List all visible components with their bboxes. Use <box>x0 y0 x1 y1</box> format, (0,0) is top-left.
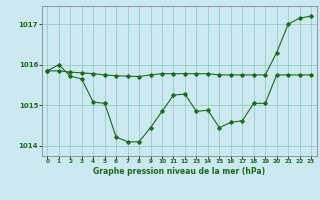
X-axis label: Graphe pression niveau de la mer (hPa): Graphe pression niveau de la mer (hPa) <box>93 167 265 176</box>
